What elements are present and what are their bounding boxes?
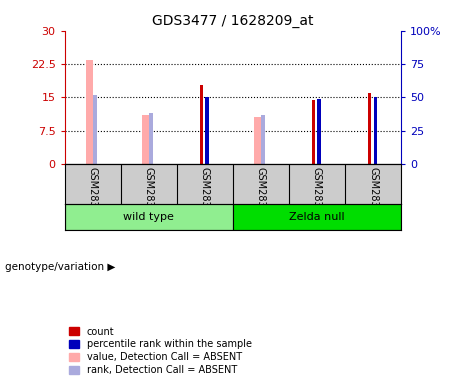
Text: GSM283121: GSM283121 (368, 167, 378, 226)
Bar (200, 85, 203, 164)
Text: GSM283122: GSM283122 (88, 167, 98, 226)
Bar (368, 93, 372, 164)
Bar (233, 204, 401, 230)
Bar (318, 99, 321, 164)
Text: wild type: wild type (123, 212, 174, 222)
Bar (261, 115, 265, 164)
Bar (254, 117, 261, 164)
Bar (93, 95, 96, 164)
Bar (142, 115, 149, 164)
Text: GSM283119: GSM283119 (256, 167, 266, 226)
Text: GSM283124: GSM283124 (200, 167, 210, 226)
Bar (86, 60, 93, 164)
Legend: count, percentile rank within the sample, value, Detection Call = ABSENT, rank, : count, percentile rank within the sample… (70, 326, 252, 375)
Bar (373, 97, 377, 164)
Text: Zelda null: Zelda null (289, 212, 345, 222)
Bar (205, 97, 209, 164)
Bar (149, 113, 153, 164)
Bar (65, 204, 233, 230)
Text: GSM283120: GSM283120 (312, 167, 322, 226)
Text: GSM283123: GSM283123 (144, 167, 154, 226)
Bar (312, 100, 315, 164)
Title: GDS3477 / 1628209_at: GDS3477 / 1628209_at (152, 14, 313, 28)
Text: genotype/variation ▶: genotype/variation ▶ (5, 262, 115, 272)
